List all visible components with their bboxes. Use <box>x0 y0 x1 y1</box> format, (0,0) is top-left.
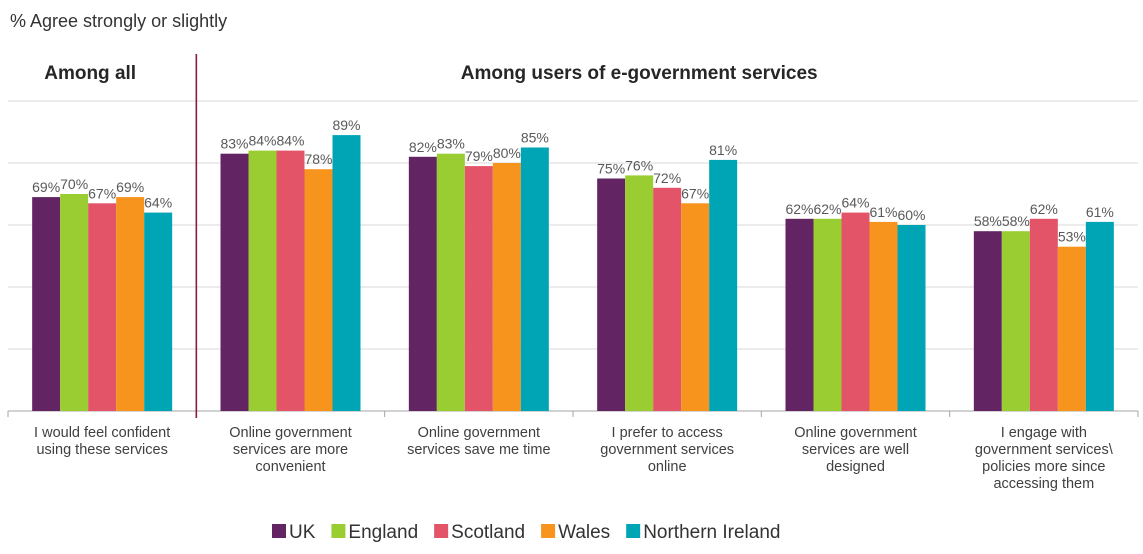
bar <box>60 194 89 411</box>
legend-label: UK <box>289 522 316 543</box>
data-label: 89% <box>332 117 360 133</box>
bar <box>520 147 549 411</box>
data-label: 64% <box>841 195 869 211</box>
bar <box>973 231 1002 411</box>
legend-item: UK <box>272 522 316 543</box>
bar <box>785 218 814 411</box>
legend-label: Scotland <box>451 522 525 543</box>
category-label: Online government services are more conven… <box>229 425 352 475</box>
data-label: 85% <box>521 130 549 146</box>
legend: UK England Scotland Wales Northern Ireland <box>272 522 780 543</box>
category-labels: I would feel confident using these servic… <box>34 425 1114 492</box>
bar <box>436 153 465 411</box>
data-label: 58% <box>974 213 1002 229</box>
data-label: 83% <box>437 136 465 152</box>
bar <box>625 175 654 411</box>
legend-swatch <box>626 524 641 538</box>
bar <box>116 197 145 411</box>
bar <box>1029 218 1058 411</box>
data-label: 62% <box>813 201 841 217</box>
category-label: I would feel confident using these servic… <box>34 425 170 458</box>
section-header-users: Among users of e-government services <box>461 63 818 84</box>
data-label: 84% <box>248 133 276 149</box>
gridlines <box>8 100 1138 350</box>
legend-item: Wales <box>541 522 610 543</box>
bar <box>709 159 738 411</box>
bar <box>1085 221 1114 411</box>
data-label: 72% <box>653 170 681 186</box>
data-labels: 69% 70%67% 69%64%83% 84% 84%78%89%82% 83%79% 8… <box>32 117 1114 245</box>
legend-item: Scotland <box>434 522 525 543</box>
bar <box>144 212 173 411</box>
data-label: 80% <box>493 145 521 161</box>
bar <box>869 221 898 411</box>
bar <box>841 212 870 411</box>
bar <box>408 156 437 411</box>
data-label: 76% <box>625 157 653 173</box>
bar <box>1057 246 1086 411</box>
data-label: 70% <box>60 176 88 192</box>
bar <box>332 135 361 411</box>
data-label: 61% <box>869 204 897 220</box>
data-label: 79% <box>465 148 493 164</box>
data-label: 83% <box>220 136 248 152</box>
data-label: 62% <box>1030 201 1058 217</box>
category-label: I prefer to access government services onl… <box>600 425 734 475</box>
data-label: 64% <box>144 195 172 211</box>
bar <box>32 197 61 411</box>
bar <box>897 225 926 411</box>
data-label: 58% <box>1002 213 1030 229</box>
data-label: 78% <box>304 151 332 167</box>
legend-swatch <box>272 524 286 538</box>
legend-swatch <box>331 524 346 538</box>
x-axis <box>7 410 1139 417</box>
legend-item: England <box>331 522 418 543</box>
bar <box>653 187 682 411</box>
bar <box>597 178 626 411</box>
data-label: 53% <box>1058 229 1086 245</box>
category-label: I engage with government services\ policie… <box>975 425 1114 492</box>
bars <box>32 135 1114 411</box>
category-label: Online government services are well design… <box>794 425 917 475</box>
legend-label: Wales <box>558 522 610 543</box>
bar <box>304 169 333 411</box>
data-label: 69% <box>32 179 60 195</box>
data-label: 82% <box>409 139 437 155</box>
bar <box>88 203 117 411</box>
chart-title: % Agree strongly or slightly <box>10 11 227 31</box>
category-label: Online government services save me time <box>407 425 550 458</box>
legend-swatch <box>434 524 449 538</box>
section-headers: Among all Among users of e-government ser… <box>44 63 817 84</box>
bar <box>248 150 277 411</box>
legend-item: Northern Ireland <box>626 522 780 543</box>
data-label: 60% <box>897 207 925 223</box>
bar <box>681 203 710 411</box>
section-header-all: Among all <box>44 63 136 84</box>
bar <box>1001 231 1030 411</box>
data-label: 84% <box>276 133 304 149</box>
data-label: 62% <box>785 201 813 217</box>
bar <box>464 166 493 411</box>
legend-label: England <box>348 522 418 543</box>
data-label: 81% <box>709 142 737 158</box>
bar <box>220 153 249 411</box>
data-label: 61% <box>1086 204 1114 220</box>
data-label: 67% <box>88 185 116 201</box>
data-label: 67% <box>681 185 709 201</box>
legend-swatch <box>541 524 556 538</box>
bar <box>813 218 842 411</box>
data-label: 69% <box>116 179 144 195</box>
data-label: 75% <box>597 161 625 177</box>
legend-label: Northern Ireland <box>643 522 780 543</box>
bar <box>276 150 305 411</box>
bar <box>492 163 521 411</box>
